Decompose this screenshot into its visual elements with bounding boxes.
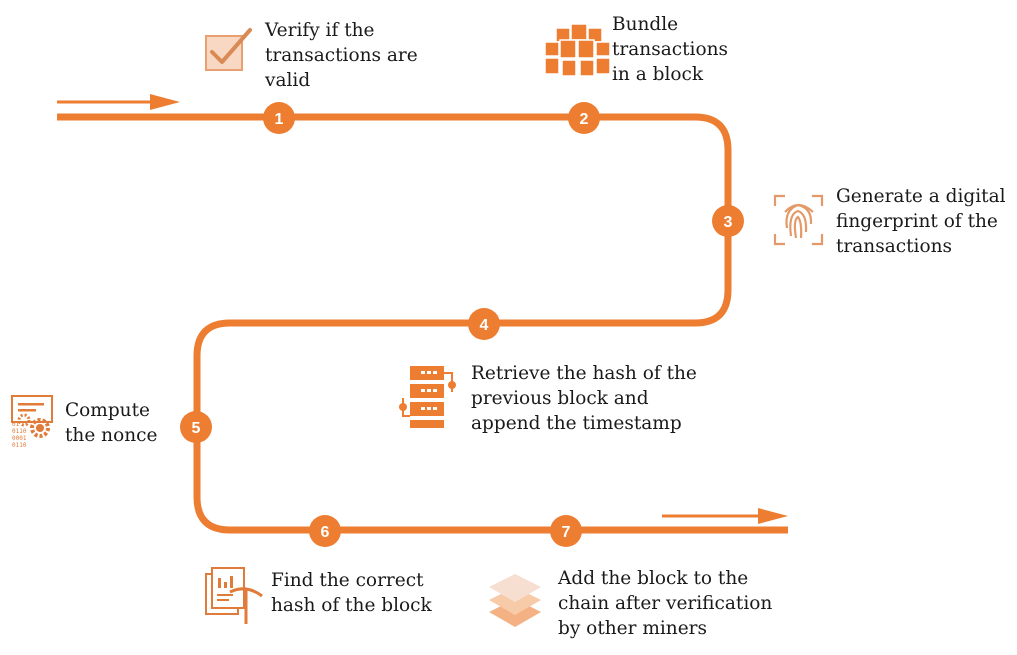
entry-arrow bbox=[57, 94, 180, 110]
step-marker-5: 5 bbox=[180, 411, 212, 443]
svg-text:0110: 0110 bbox=[12, 442, 27, 449]
server-icon bbox=[399, 366, 456, 428]
step-4-label: Retrieve the hash of the previous block … bbox=[471, 363, 697, 434]
svg-text:0110: 0110 bbox=[12, 428, 27, 435]
step-7-label: Add the block to the chain after verific… bbox=[558, 568, 773, 639]
step-number-3: 3 bbox=[724, 214, 733, 231]
step-3-label: Generate a digital fingerprint of the tr… bbox=[836, 186, 1006, 257]
exit-arrow bbox=[662, 508, 788, 524]
step-marker-7: 7 bbox=[550, 515, 582, 547]
checkbox-icon bbox=[205, 28, 252, 71]
step-number-1: 1 bbox=[275, 111, 284, 128]
step-marker-1: 1 bbox=[263, 102, 295, 134]
step-marker-6: 6 bbox=[309, 515, 341, 547]
cubes-icon bbox=[544, 23, 611, 77]
step-marker-3: 3 bbox=[712, 205, 744, 237]
step-2-label: Bundle transactions in a block bbox=[612, 14, 729, 85]
svg-text:01: 01 bbox=[12, 421, 20, 428]
step-marker-2: 2 bbox=[568, 102, 600, 134]
step-5-label: Compute the nonce bbox=[65, 400, 158, 446]
step-marker-4: 4 bbox=[468, 308, 500, 340]
fingerprint-icon bbox=[773, 194, 824, 246]
step-6-label: Find the correct hash of the block bbox=[271, 570, 432, 616]
step-1-label: Verify if the transactions are valid bbox=[265, 20, 418, 91]
layers-icon bbox=[489, 574, 541, 627]
svg-text:0001: 0001 bbox=[12, 435, 27, 442]
step-number-5: 5 bbox=[192, 420, 201, 437]
step-number-4: 4 bbox=[480, 317, 489, 334]
document-pickaxe-icon bbox=[205, 567, 263, 624]
step-number-7: 7 bbox=[562, 524, 571, 541]
binary-gears-icon: 01 0110 0001 0110 bbox=[11, 395, 53, 449]
step-number-2: 2 bbox=[580, 111, 589, 128]
step-number-6: 6 bbox=[321, 524, 330, 541]
process-path bbox=[57, 113, 788, 534]
